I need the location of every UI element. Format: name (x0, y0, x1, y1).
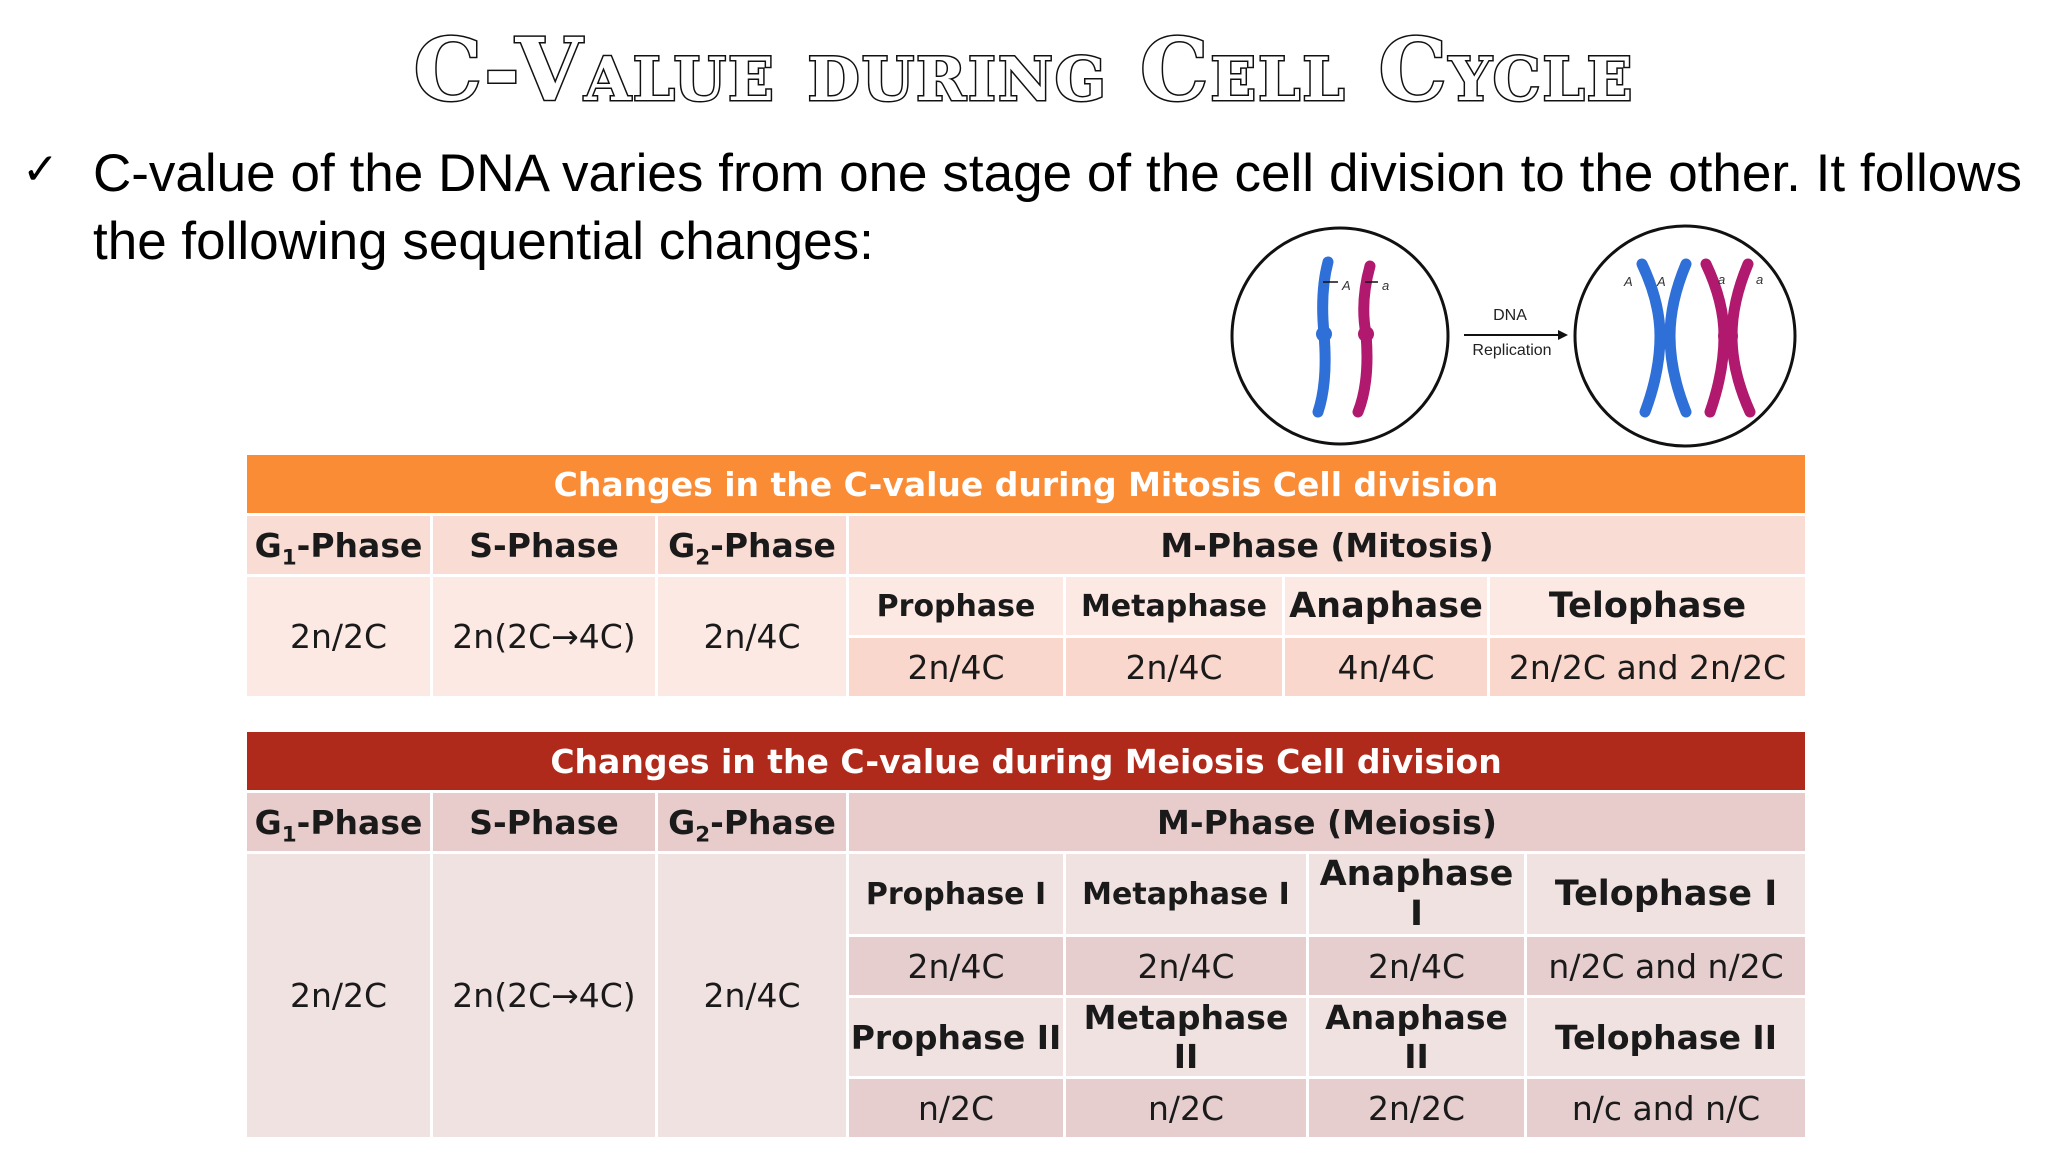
s-phase-header: S-Phase (430, 790, 658, 854)
cell-before-icon (1230, 226, 1450, 446)
g1-value: 2n/2C (244, 574, 433, 699)
g1-phase-header: G1-Phase (244, 513, 433, 577)
stage-name: Anaphase (1282, 574, 1490, 638)
meiosis-table: Changes in the C-value during Meiosis Ce… (243, 729, 1809, 1140)
g2-value: 2n/4C (655, 851, 849, 1140)
stage-value: 2n/4C (1063, 934, 1309, 998)
meiosis-table-title: Changes in the C-value during Meiosis Ce… (243, 729, 1809, 793)
page-title: C-Value during Cell Cycle (412, 19, 1635, 123)
g1-value: 2n/2C (244, 851, 433, 1140)
stage-value: n/2C and n/2C (1523, 934, 1809, 998)
arrow-label-dna: DNA (1493, 307, 1527, 324)
g1-phase-header: G1-Phase (244, 790, 433, 854)
stage-value: 2n/2C and 2n/2C (1486, 635, 1809, 699)
mitosis-table-title: Changes in the C-value during Mitosis Ce… (243, 452, 1809, 516)
stage-name: Anaphase II (1306, 995, 1527, 1079)
s-value: 2n(2C→4C) (430, 851, 658, 1140)
stage-value: 2n/2C (1306, 1076, 1527, 1140)
stage-name: Telophase II (1523, 995, 1809, 1079)
stage-name: Prophase I (846, 851, 1066, 937)
mitosis-table: Changes in the C-value during Mitosis Ce… (243, 452, 1809, 699)
allele-label-a-upper: A (1341, 278, 1351, 293)
cell-after-icon (1573, 224, 1797, 448)
stage-name: Telophase (1486, 574, 1809, 638)
allele-label-a2: A (1656, 274, 1666, 289)
stage-name: Metaphase (1063, 574, 1285, 638)
bullet-point: ✓ C-value of the DNA varies from one sta… (22, 140, 2022, 276)
allele-label-a3: a (1718, 272, 1725, 287)
stage-value: n/c and n/C (1523, 1076, 1809, 1140)
stage-value: n/2C (846, 1076, 1066, 1140)
stage-name: Metaphase II (1063, 995, 1309, 1079)
stage-value: 2n/4C (1063, 635, 1285, 699)
allele-label-a4: a (1756, 272, 1763, 287)
allele-label-a1: A (1623, 274, 1633, 289)
stage-name: Anaphase I (1306, 851, 1527, 937)
stage-value: 2n/4C (1306, 934, 1527, 998)
s-phase-header: S-Phase (430, 513, 658, 577)
arrow-label-replication: Replication (1472, 342, 1551, 359)
stage-name: Prophase II (846, 995, 1066, 1079)
m-phase-header: M-Phase (Meiosis) (845, 790, 1809, 854)
bullet-text: C-value of the DNA varies from one stage… (93, 144, 2022, 271)
stage-value: 4n/4C (1282, 635, 1490, 699)
stage-name: Metaphase I (1063, 851, 1309, 937)
checkmark-icon: ✓ (22, 144, 59, 195)
s-value: 2n(2C→4C) (430, 574, 658, 699)
stage-name: Telophase I (1523, 851, 1809, 937)
m-phase-header: M-Phase (Mitosis) (845, 513, 1809, 577)
g2-phase-header: G2-Phase (655, 513, 849, 577)
stage-name: Prophase (846, 574, 1066, 638)
g2-value: 2n/4C (655, 574, 849, 699)
dna-replication-diagram: A a DNA Replication A A a a (1230, 224, 1797, 448)
allele-label-a-lower: a (1382, 278, 1389, 293)
stage-value: 2n/4C (846, 934, 1066, 998)
stage-value: 2n/4C (846, 635, 1066, 699)
g2-phase-header: G2-Phase (655, 790, 849, 854)
stage-value: n/2C (1063, 1076, 1309, 1140)
